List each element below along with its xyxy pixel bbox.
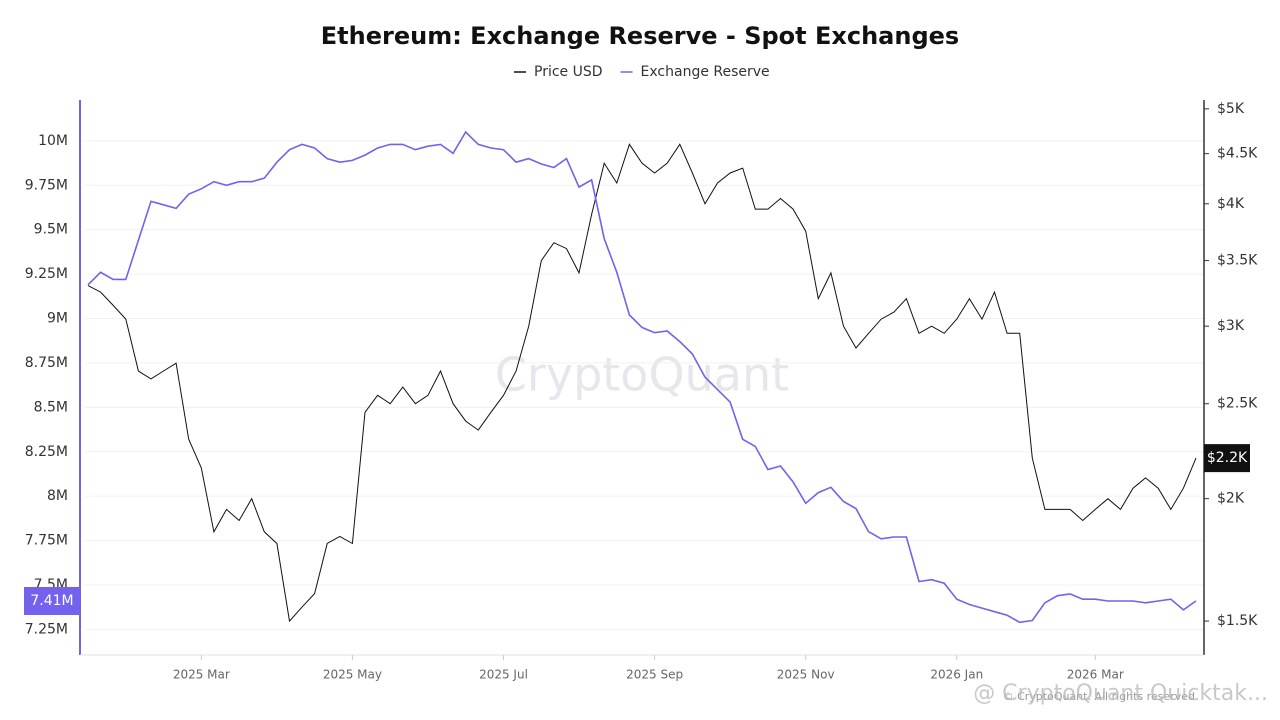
overlay: @ CryptoQuant Quicktak...: [973, 681, 1268, 706]
x-tick-label: 2025 Jul: [479, 668, 528, 682]
y-tick-label: 7.75M: [25, 533, 68, 549]
watermark: CryptoQuant: [495, 348, 789, 402]
y-tick-label: 9.5M: [34, 222, 68, 238]
y2-tick-label: $3.5K: [1217, 253, 1258, 269]
y-tick-label: 9.25M: [25, 266, 68, 282]
last-value-label: $2.2K: [1207, 450, 1248, 466]
y2-tick-label: $2K: [1217, 491, 1245, 507]
y-tick-label: 8.25M: [25, 444, 68, 460]
x-tick-label: 2026 Jan: [930, 668, 983, 682]
y-tick-label: 9M: [47, 311, 68, 327]
footer: © CryptoQuant. All rights reserved: [1003, 690, 1195, 703]
y-tick-label: 9.75M: [25, 177, 68, 193]
last-value-badge: [1204, 444, 1250, 473]
y2-tick-label: $2.5K: [1217, 396, 1258, 412]
chart-title: Ethereum: Exchange Reserve - Spot Exchan…: [321, 22, 959, 50]
y-tick-label: 8.75M: [25, 355, 68, 371]
x-tick-label: 2025 Mar: [173, 668, 230, 682]
x-tick-label: 2026 Mar: [1067, 668, 1124, 682]
legend: Price USD Exchange Reserve: [514, 64, 770, 80]
x-tick-label: 2025 May: [323, 668, 382, 682]
legend-label: Price USD: [534, 64, 603, 80]
y-tick-label: 10M: [38, 133, 68, 149]
y2-tick-label: $1.5K: [1217, 613, 1258, 629]
y-tick-label: 8M: [47, 488, 68, 504]
y2-tick-label: $5K: [1217, 101, 1245, 117]
y2-tick-label: $4K: [1217, 196, 1245, 212]
last-value-label: 7.41M: [30, 593, 73, 609]
y2-tick-label: $3K: [1217, 318, 1245, 334]
x-tick-label: 2025 Sep: [626, 668, 683, 682]
y-tick-label: 7.25M: [25, 621, 68, 637]
last-value-badge: [24, 586, 80, 615]
series-line: [87, 143, 1197, 623]
legend-label: Exchange Reserve: [641, 64, 770, 80]
y2-tick-label: $4.5K: [1217, 146, 1258, 162]
y-tick-label: 8.5M: [34, 399, 68, 415]
x-tick-label: 2025 Nov: [777, 668, 835, 682]
series-line: [87, 130, 1197, 624]
